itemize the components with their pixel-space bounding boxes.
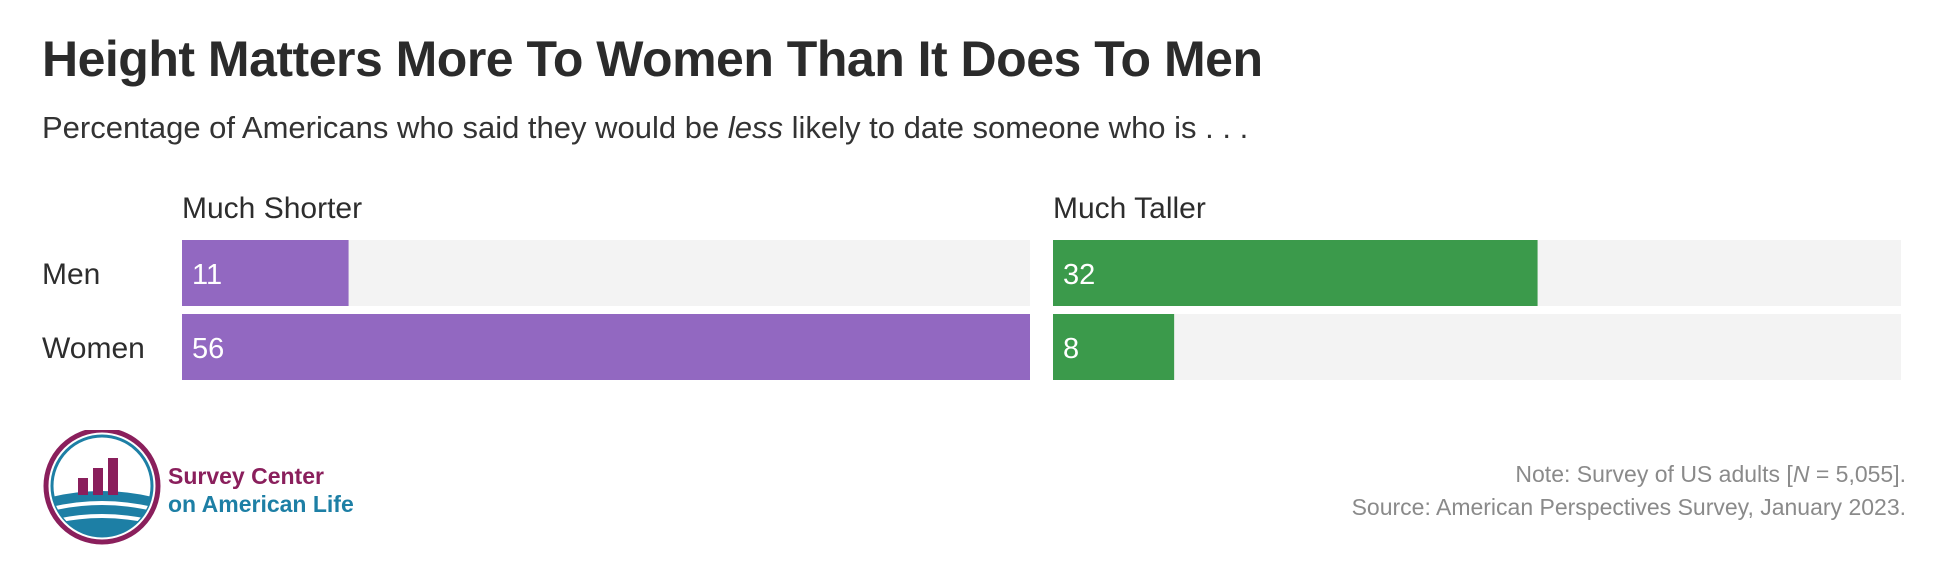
subtitle-text-end: likely to date someone who is . . . bbox=[783, 110, 1249, 145]
note-text-end: = 5,055]. bbox=[1809, 461, 1906, 487]
value-label-much-shorter-women: 56 bbox=[192, 333, 224, 365]
chart-subtitle: Percentage of Americans who said they wo… bbox=[42, 110, 1248, 146]
chart-title: Height Matters More To Women Than It Doe… bbox=[42, 31, 1263, 87]
value-label-much-taller-women: 8 bbox=[1063, 333, 1079, 365]
logo-wordmark-line2: on American Life bbox=[168, 491, 354, 517]
value-label-much-shorter-men: 11 bbox=[192, 259, 222, 291]
footnotes: Note: Survey of US adults [N = 5,055]. S… bbox=[1352, 458, 1906, 524]
note-text-start: Note: Survey of US adults [ bbox=[1515, 461, 1793, 487]
note-n: N bbox=[1792, 461, 1810, 487]
logo-wordmark-line1: Survey Center bbox=[168, 463, 324, 489]
bar-much-taller-women bbox=[1053, 314, 1175, 380]
value-label-much-taller-men: 32 bbox=[1063, 259, 1095, 291]
logo-wordmark: Survey Center on American Life bbox=[168, 462, 354, 518]
bar-much-shorter-women bbox=[182, 314, 1030, 380]
survey-center-logo bbox=[43, 430, 161, 545]
row-label-women: Women bbox=[42, 332, 145, 365]
bar-much-shorter-men bbox=[182, 240, 349, 306]
row-label-men: Men bbox=[42, 258, 100, 291]
subtitle-text-start: Percentage of Americans who said they wo… bbox=[42, 110, 728, 145]
bar-much-taller-men bbox=[1053, 240, 1538, 306]
panel-title-much-taller: Much Taller bbox=[1053, 192, 1206, 225]
logo-bars-icon bbox=[78, 458, 118, 495]
source-line: Source: American Perspectives Survey, Ja… bbox=[1351, 494, 1906, 520]
subtitle-emphasis: less bbox=[727, 110, 783, 145]
note-line: Note: Survey of US adults [N = 5,055]. bbox=[1352, 458, 1906, 491]
panel-title-much-shorter: Much Shorter bbox=[182, 192, 362, 225]
bar-track-much-taller-women bbox=[1053, 314, 1901, 380]
bar-chart: Men Women Much Shorter 11 56 Much Taller 32 8 bbox=[42, 192, 1901, 380]
logo-outer-ring bbox=[43, 430, 161, 545]
